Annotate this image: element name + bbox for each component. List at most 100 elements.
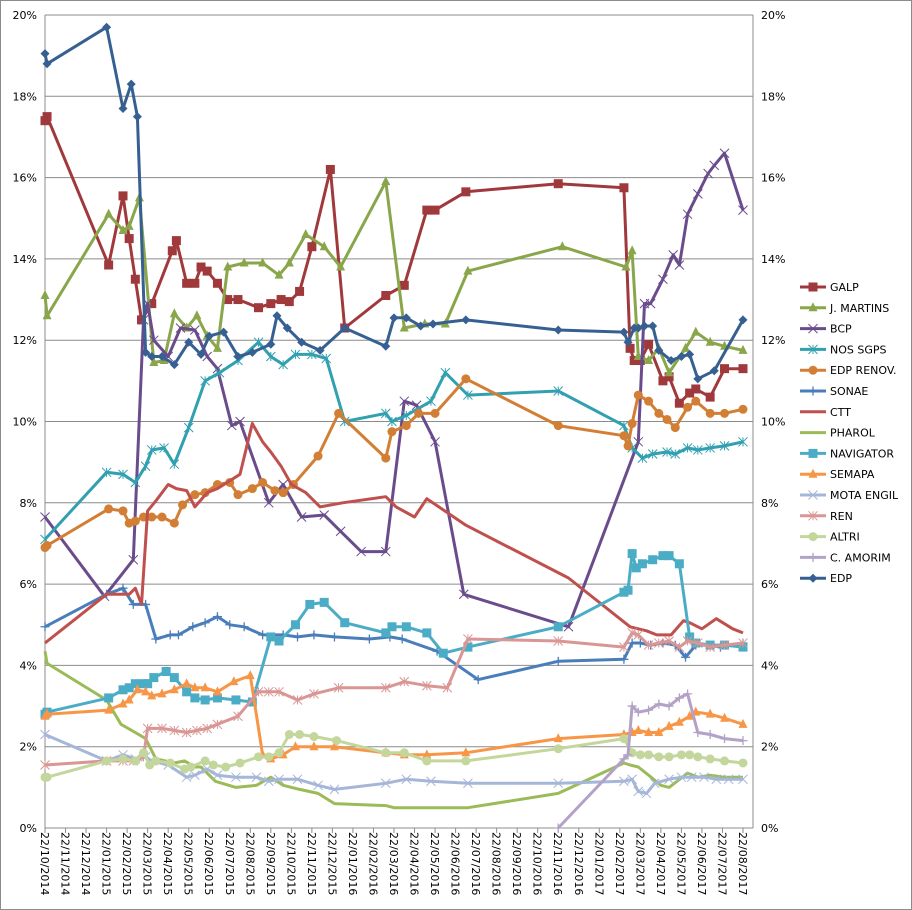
legend-item-semapa: SEMAPA <box>800 468 875 481</box>
data-point <box>808 532 818 542</box>
data-point <box>738 364 748 374</box>
data-point <box>124 220 134 230</box>
data-point <box>619 420 629 431</box>
data-point <box>235 416 245 427</box>
data-point <box>175 323 186 333</box>
data-point <box>683 689 693 699</box>
data-point <box>295 730 305 740</box>
series-c-amorim <box>553 689 748 833</box>
data-point <box>461 756 471 766</box>
data-point <box>381 341 391 351</box>
x-tick-label: 22/05/2016 <box>428 832 441 895</box>
legend-label: NAVIGATOR <box>830 447 894 460</box>
data-point <box>309 689 319 699</box>
data-point <box>662 414 672 424</box>
x-tick-label: 22/09/2015 <box>264 832 277 895</box>
data-point <box>693 727 703 737</box>
data-point <box>808 552 818 562</box>
data-point <box>42 112 52 122</box>
data-point <box>139 748 149 758</box>
data-point <box>676 351 686 361</box>
data-point <box>329 741 339 751</box>
data-point <box>421 680 432 691</box>
y-axis-right-ticks: 0% 2% 4% 6% 8% 10% 12% 14% 16% 18% 20% <box>761 9 785 835</box>
data-point <box>223 295 233 305</box>
data-point <box>40 512 50 522</box>
legend-label: EDP <box>830 572 852 585</box>
data-point <box>623 337 633 347</box>
data-point <box>157 688 167 698</box>
data-point <box>635 638 645 648</box>
data-point <box>118 698 128 708</box>
series-sonae <box>40 583 748 685</box>
data-point <box>157 351 167 361</box>
data-point <box>808 302 818 312</box>
data-point <box>161 666 171 676</box>
data-point <box>674 260 685 270</box>
data-point <box>401 313 411 323</box>
data-point <box>621 261 631 271</box>
data-point <box>674 398 684 408</box>
x-tick-label: 22/06/2016 <box>449 832 462 895</box>
data-point <box>225 620 235 630</box>
data-point <box>263 686 274 697</box>
data-point <box>691 396 701 406</box>
data-point <box>808 323 818 334</box>
y2-tick-label: 0% <box>761 822 778 835</box>
data-point <box>738 758 748 768</box>
data-point <box>186 762 196 772</box>
legend-label: NOS SGPS <box>830 343 887 356</box>
data-point <box>808 510 818 521</box>
data-point <box>553 636 564 646</box>
y2-tick-label: 6% <box>761 578 778 591</box>
data-point <box>104 208 114 218</box>
data-point <box>633 786 644 797</box>
data-point <box>307 349 317 360</box>
x-tick-label: 22/05/2017 <box>674 832 687 895</box>
data-point <box>254 303 264 313</box>
data-point <box>132 684 142 694</box>
data-point <box>118 224 128 234</box>
data-point <box>130 516 140 526</box>
data-point <box>627 419 637 429</box>
data-point <box>296 512 307 522</box>
y-tick-label: 0% <box>20 822 37 835</box>
data-point <box>635 356 645 366</box>
y-tick-label: 8% <box>20 497 37 510</box>
data-point <box>147 299 157 309</box>
y-tick-label: 12% <box>13 334 37 347</box>
data-point <box>709 160 720 171</box>
data-point <box>401 622 411 632</box>
data-point <box>685 632 695 642</box>
x-tick-label: 22/02/2017 <box>613 832 626 895</box>
x-tick-label: 22/05/2015 <box>182 832 195 895</box>
data-point <box>149 673 159 683</box>
series-bcp <box>40 148 748 632</box>
y2-tick-label: 12% <box>761 334 785 347</box>
data-point <box>693 374 703 384</box>
data-point <box>426 396 436 407</box>
data-point <box>181 772 192 783</box>
data-point <box>332 736 342 746</box>
data-point <box>705 443 716 453</box>
data-point <box>553 421 563 431</box>
data-point <box>118 103 128 113</box>
data-point <box>231 772 241 783</box>
legend-item-j-martins: J. MARTINS <box>800 302 889 315</box>
data-point <box>633 707 643 717</box>
data-point <box>313 780 323 791</box>
data-point <box>676 750 686 760</box>
data-point <box>190 693 200 703</box>
data-point <box>654 408 664 418</box>
data-point <box>644 396 654 406</box>
data-point <box>284 730 294 740</box>
data-point <box>619 327 629 337</box>
data-point <box>693 752 703 762</box>
data-point <box>643 640 654 650</box>
y2-tick-label: 18% <box>761 90 785 103</box>
data-point <box>645 298 656 309</box>
series-pharol <box>43 650 743 810</box>
legend-item-ctt: CTT <box>800 406 851 419</box>
data-point <box>399 396 410 407</box>
data-point <box>381 176 391 186</box>
